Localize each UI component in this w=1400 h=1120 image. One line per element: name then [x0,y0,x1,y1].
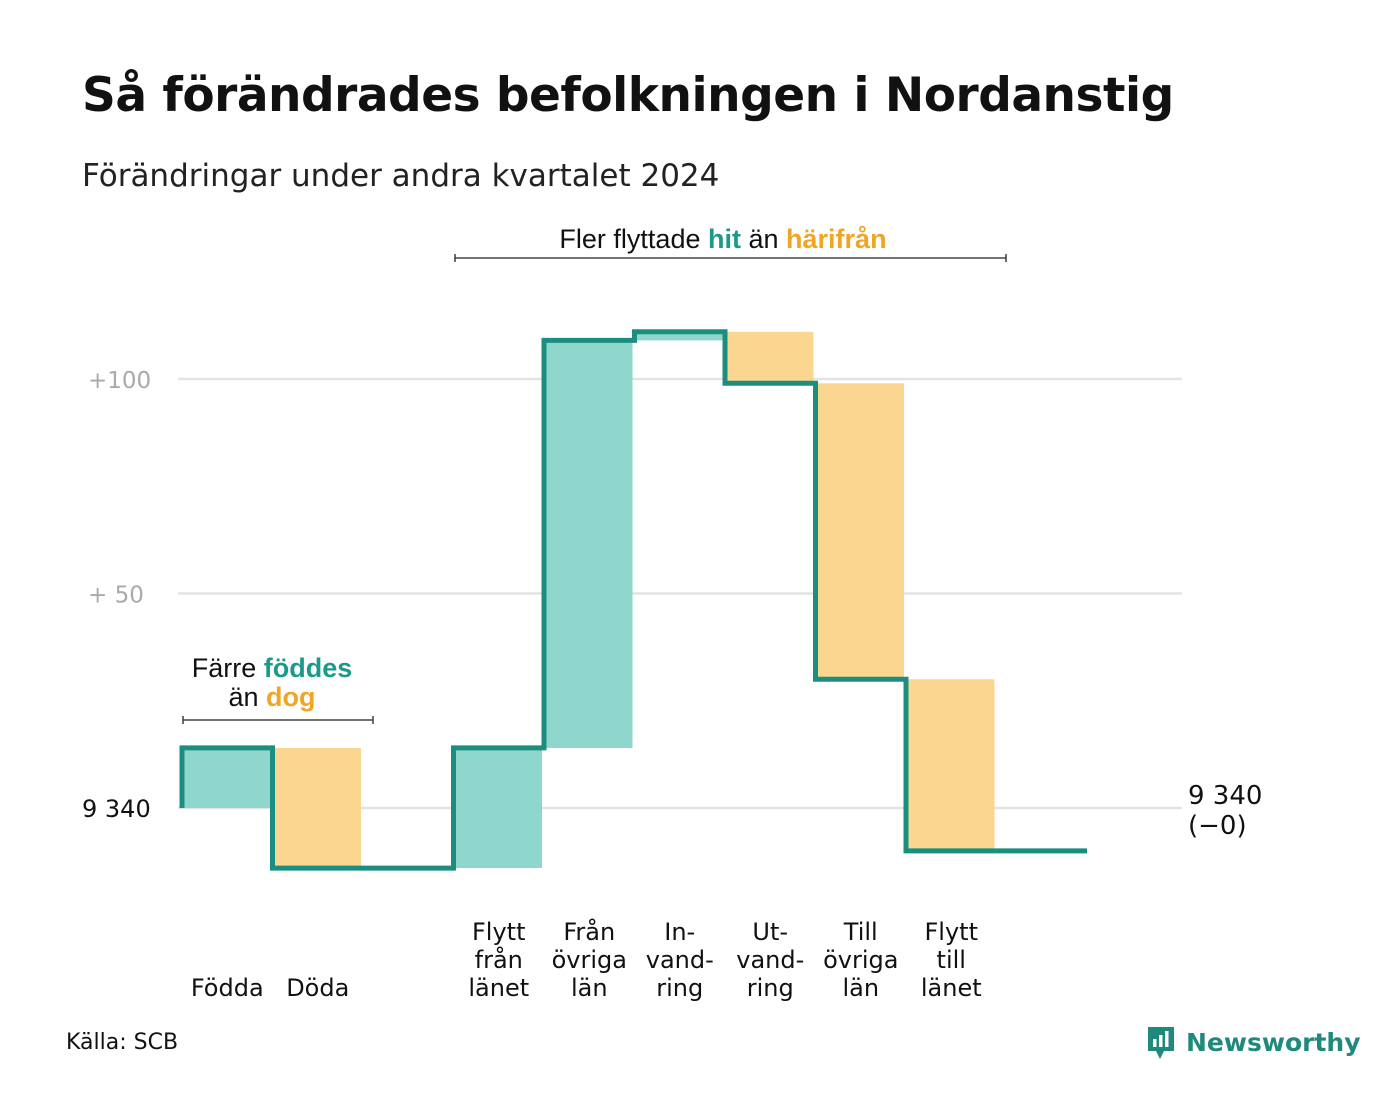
annotation-migration: Fler flyttade hit än härifrån [559,224,886,254]
y-tick-label: 9 340 [82,795,151,823]
annotation-natural-line2: än dog [228,682,315,712]
category-label: Flytt [472,918,526,946]
category-label: In- [664,918,695,946]
category-label: Ut- [752,918,788,946]
increase-bar [546,340,633,748]
category-label: ring [747,974,794,1002]
annotation-highlight-born: föddes [264,653,353,683]
increase-bar [455,747,542,869]
category-label: länet [921,974,982,1002]
category-label: ring [656,974,703,1002]
end-value-label: 9 340 [1188,781,1262,811]
category-label: vand- [646,946,714,974]
decrease-bar [908,679,995,851]
category-label: Födda [191,974,264,1002]
category-label: län [571,974,608,1002]
decrease-bar [727,331,814,384]
category-label: länet [468,974,529,1002]
annotation-highlight-harifran: härifrån [786,224,887,254]
increase-bar [184,747,271,808]
end-change-label: (−0) [1188,811,1247,841]
grid-lines [178,377,1182,810]
newsworthy-logo-icon [1146,1025,1176,1059]
annotation-text: Fler flyttade [559,224,708,254]
category-label: län [842,974,879,1002]
y-tick-label: +100 [88,368,151,394]
category-label: till [937,946,966,974]
category-label: från [475,945,523,974]
category-label: Flytt [925,918,979,946]
decrease-bar [817,383,904,680]
annotation-natural-line1: Färre föddes [192,653,353,683]
bars [184,331,995,869]
brand-name: Newsworthy [1186,1027,1361,1057]
annotation-highlight-hit: hit [708,224,741,254]
annotation-text: Färre [192,653,264,683]
category-label: Döda [286,974,349,1002]
category-label: Från [563,917,615,946]
category-label: Till [843,918,878,946]
category-label: övriga [552,946,627,974]
cumulative-line [179,329,1087,871]
annotation-highlight-died: dog [266,682,315,712]
category-label: vand- [736,946,804,974]
decrease-bar [274,747,361,869]
step-line [179,329,1087,871]
y-tick-label: + 50 [88,583,144,609]
chart-subtitle: Förändringar under andra kvartalet 2024 [82,158,720,194]
annotation-text: än [228,682,266,712]
source-note: Källa: SCB [66,1030,179,1055]
increase-bar [636,331,723,341]
brand-logo: Newsworthy [1146,1022,1361,1062]
chart-title: Så förändrades befolkningen i Nordanstig [82,68,1174,123]
annotation-text: än [741,224,786,254]
category-label: övriga [823,946,898,974]
